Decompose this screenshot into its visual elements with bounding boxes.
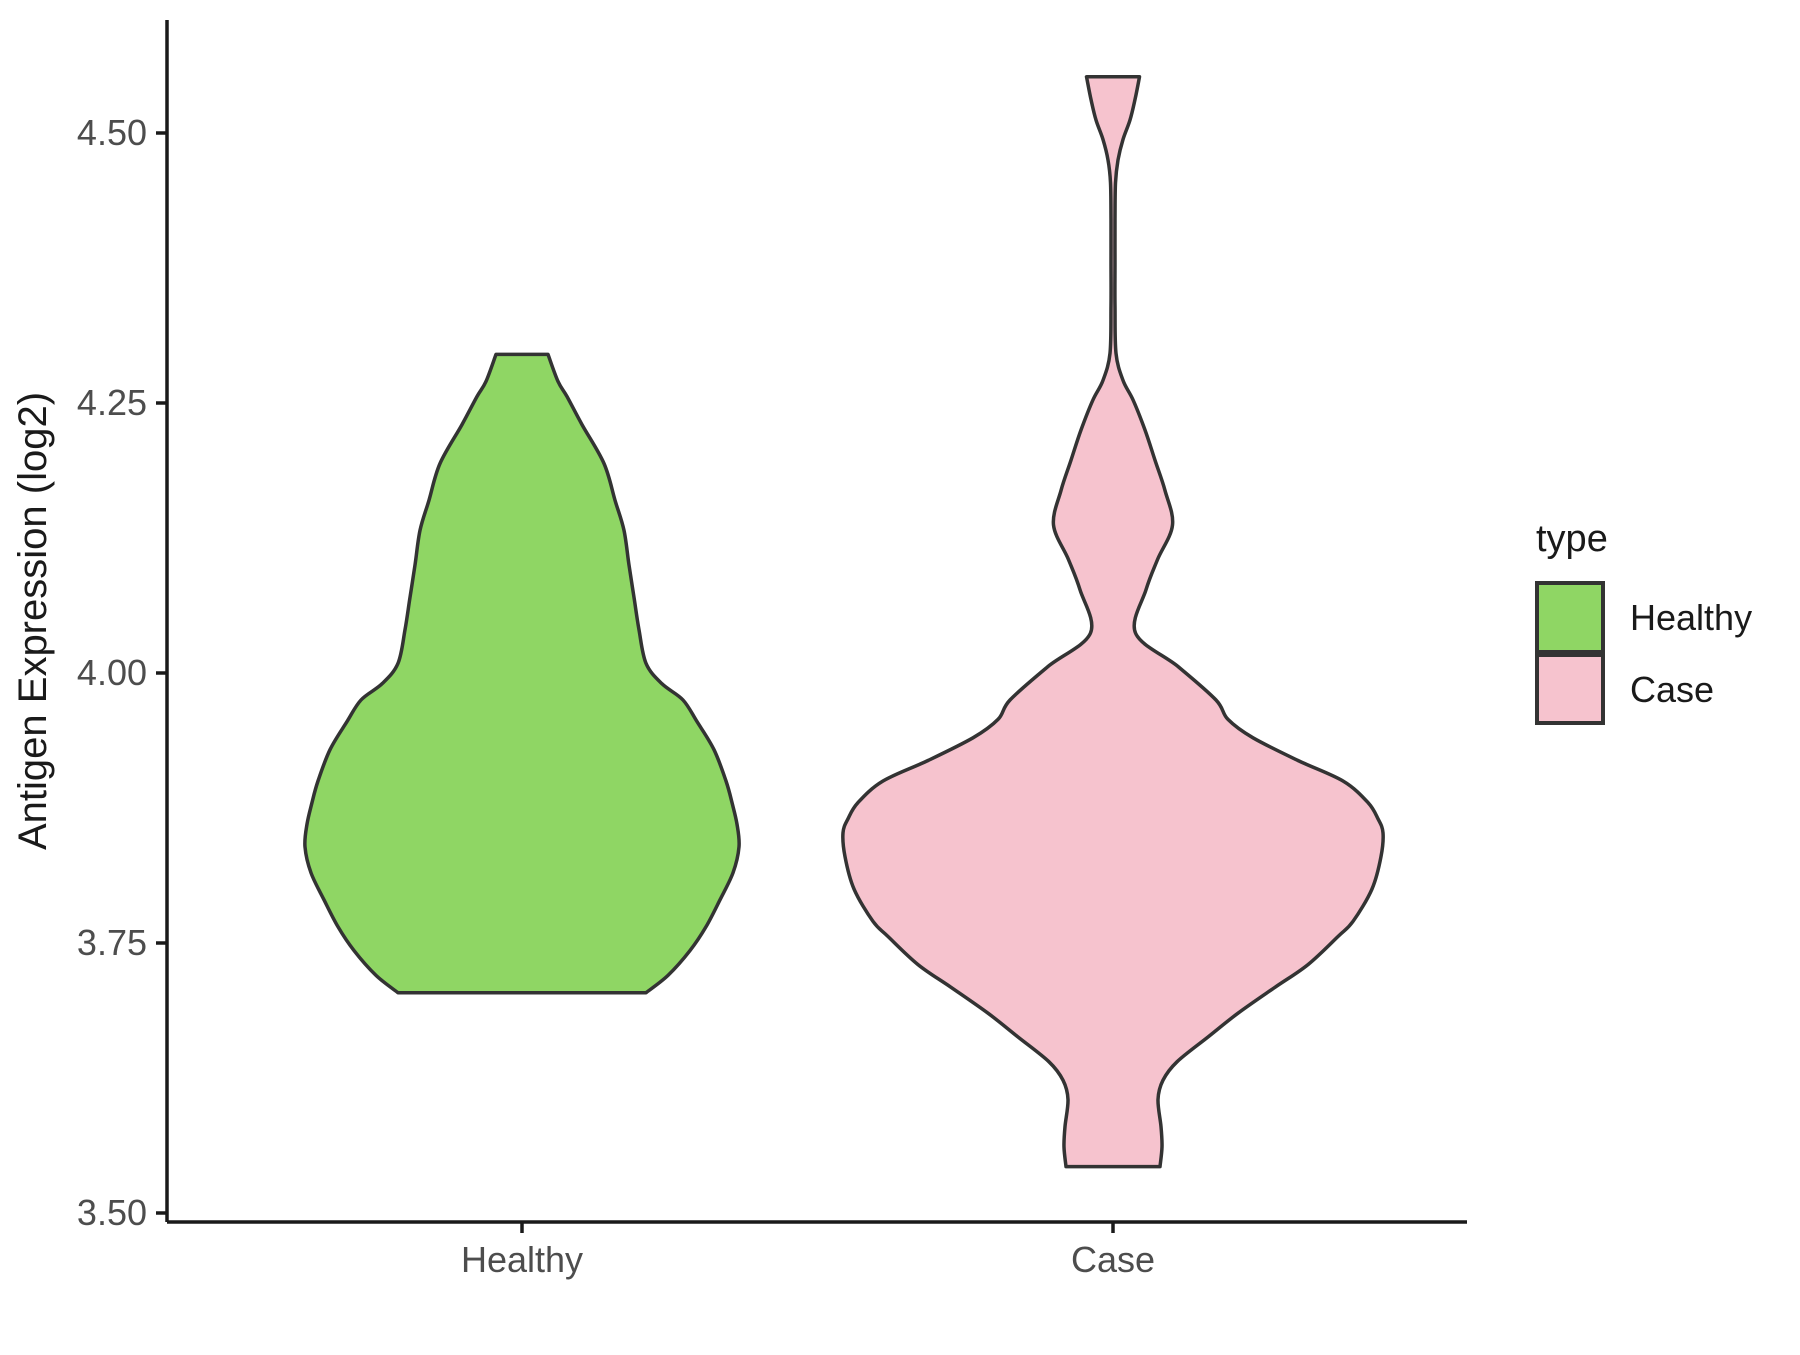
y-tick-label: 4.00 bbox=[77, 652, 147, 693]
violin-case bbox=[841, 75, 1385, 1169]
violin-healthy bbox=[303, 352, 741, 995]
legend: type Healthy Case bbox=[1535, 518, 1752, 725]
plot-area: 3.50 3.75 4.00 4.25 4.50 Healthy Case bbox=[77, 20, 1467, 1280]
y-axis-title: Antigen Expression (log2) bbox=[11, 392, 55, 850]
legend-label-case: Case bbox=[1630, 669, 1714, 710]
legend-label-healthy: Healthy bbox=[1630, 597, 1752, 638]
y-tick-label: 3.75 bbox=[77, 922, 147, 963]
legend-key-case bbox=[1535, 653, 1605, 725]
legend-key-healthy bbox=[1535, 581, 1605, 654]
y-tick-label: 4.25 bbox=[77, 382, 147, 423]
x-tick-label: Healthy bbox=[461, 1239, 583, 1280]
x-tick-label: Case bbox=[1071, 1239, 1155, 1280]
y-tick-label: 3.50 bbox=[77, 1192, 147, 1233]
y-tick-label: 4.50 bbox=[77, 112, 147, 153]
legend-title: type bbox=[1536, 518, 1608, 560]
